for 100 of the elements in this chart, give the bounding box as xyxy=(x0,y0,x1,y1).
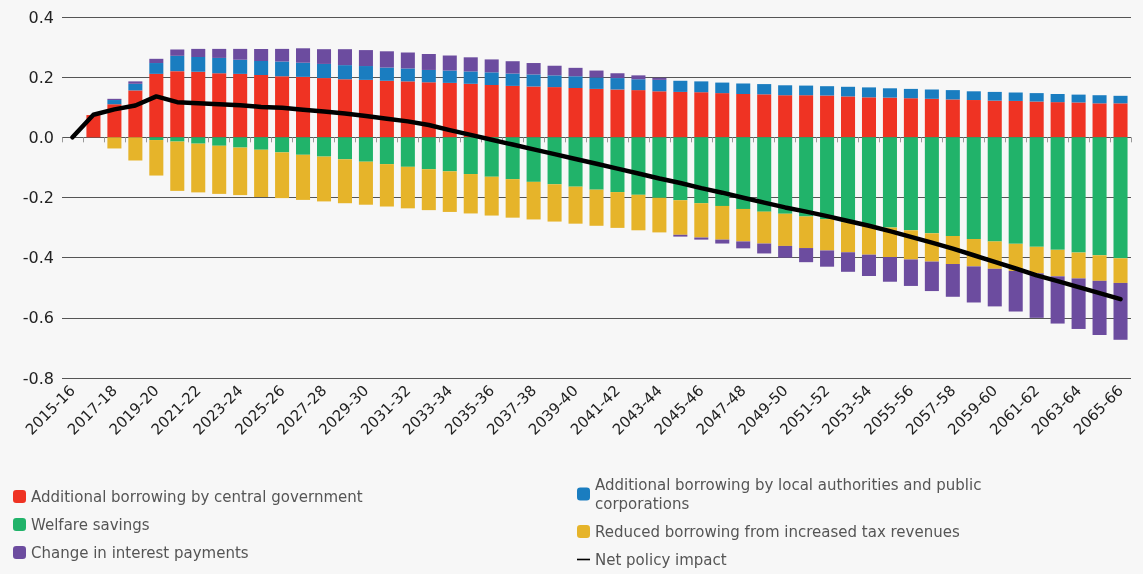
bar xyxy=(903,137,918,231)
bar xyxy=(568,88,583,138)
bar xyxy=(1092,95,1107,104)
bar xyxy=(841,86,856,97)
bar xyxy=(736,208,751,242)
bar xyxy=(421,54,436,70)
bar xyxy=(442,55,457,71)
bar xyxy=(316,156,332,202)
bar xyxy=(841,137,856,223)
bar xyxy=(358,66,373,80)
bar xyxy=(526,63,541,75)
bar xyxy=(568,76,583,88)
bar xyxy=(358,137,373,162)
bar xyxy=(799,248,814,263)
y-tick-label: -0.6 xyxy=(22,308,54,328)
bar xyxy=(589,88,604,138)
bar xyxy=(547,184,562,222)
bar xyxy=(736,137,751,209)
bar xyxy=(400,52,415,69)
bar xyxy=(757,137,772,212)
bar xyxy=(589,137,604,190)
bar xyxy=(316,137,332,157)
bar xyxy=(463,137,478,175)
bar xyxy=(484,84,499,138)
bar xyxy=(673,137,688,201)
bar xyxy=(275,76,290,138)
bar xyxy=(631,75,646,80)
bar xyxy=(945,263,960,297)
bar xyxy=(191,143,206,193)
y-tick-label: -0.4 xyxy=(22,248,54,268)
bar xyxy=(296,76,311,138)
bar xyxy=(337,49,352,66)
bar xyxy=(526,86,541,138)
bar xyxy=(358,50,373,67)
bar xyxy=(861,137,877,225)
bar xyxy=(1029,101,1044,138)
bar xyxy=(442,137,457,172)
bar xyxy=(882,257,897,282)
bar xyxy=(421,137,436,170)
bar xyxy=(861,97,877,138)
legend-label: Additional borrowing by central government xyxy=(31,487,363,506)
bar xyxy=(694,81,709,93)
bar xyxy=(170,71,185,138)
bar xyxy=(652,137,667,198)
bar xyxy=(673,200,688,235)
bar xyxy=(149,137,164,141)
bar xyxy=(924,89,939,99)
bar xyxy=(233,59,248,74)
bar xyxy=(1113,103,1128,138)
bar xyxy=(1029,137,1044,247)
bar xyxy=(296,137,311,155)
bar xyxy=(463,174,478,214)
bar xyxy=(1113,282,1128,340)
bar xyxy=(547,65,562,76)
bar xyxy=(736,94,751,138)
bar xyxy=(1071,137,1086,253)
bar xyxy=(861,87,877,98)
bar xyxy=(820,250,835,267)
bar xyxy=(254,48,269,61)
bar xyxy=(547,75,562,88)
bar xyxy=(736,241,751,249)
bar xyxy=(149,140,164,176)
bar xyxy=(484,59,499,73)
bar xyxy=(233,147,248,196)
bar xyxy=(966,266,981,303)
bar xyxy=(358,79,373,138)
bar xyxy=(673,80,688,92)
bar xyxy=(505,73,520,86)
bar xyxy=(882,88,897,98)
bar xyxy=(799,137,814,217)
bar xyxy=(128,83,143,91)
bar xyxy=(882,97,897,138)
bar xyxy=(442,82,457,138)
bar xyxy=(1092,103,1107,138)
bar xyxy=(463,83,478,138)
bar xyxy=(296,48,311,63)
bar xyxy=(820,137,835,220)
bar xyxy=(400,68,415,82)
bar xyxy=(1092,255,1107,281)
bar xyxy=(379,67,394,81)
bar xyxy=(170,49,185,56)
bar xyxy=(505,179,520,218)
bar xyxy=(799,85,814,96)
bar xyxy=(505,85,520,138)
bar xyxy=(484,176,499,216)
bar xyxy=(861,254,877,277)
bar xyxy=(631,90,646,138)
bar xyxy=(170,141,185,191)
bar xyxy=(799,95,814,138)
bar xyxy=(715,93,730,138)
bar xyxy=(694,203,709,238)
bar xyxy=(610,89,625,138)
bar xyxy=(191,71,206,138)
bar xyxy=(1008,270,1023,312)
bar xyxy=(631,137,646,195)
bar xyxy=(275,61,290,77)
bar xyxy=(484,72,499,85)
bar xyxy=(149,58,164,64)
bar xyxy=(1008,100,1023,138)
bar xyxy=(107,100,122,105)
